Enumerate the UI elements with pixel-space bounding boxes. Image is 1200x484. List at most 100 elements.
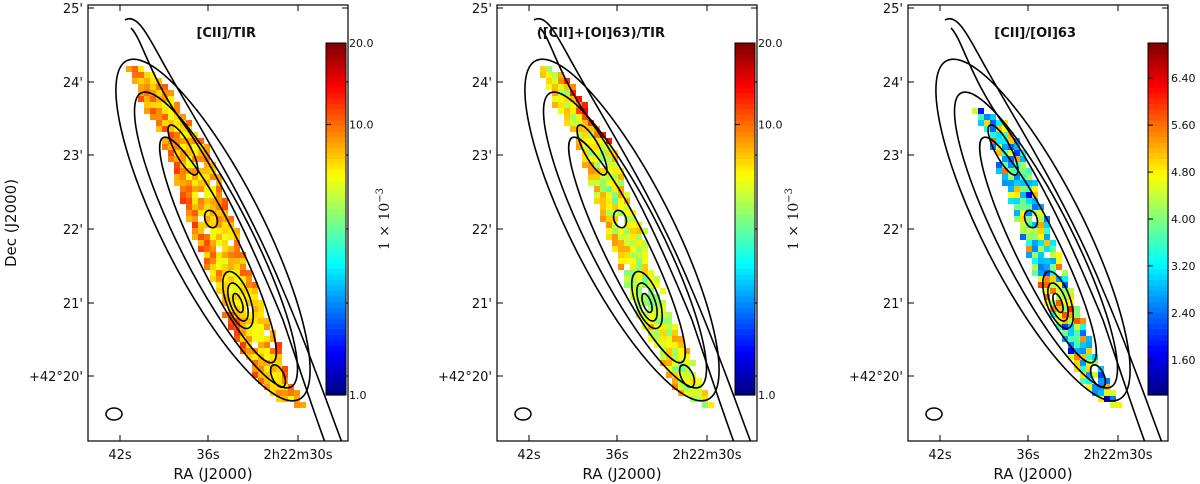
map-pixel [204,144,210,150]
map-pixel [234,252,240,258]
map-pixel [204,168,210,174]
map-pixel [1026,252,1032,258]
colorbar-segment [1148,323,1168,330]
map-pixel [1086,348,1092,354]
colorbar-segment [326,48,346,55]
map-pixel [216,222,222,228]
map-pixel [1032,258,1038,264]
colorbar-segment [326,323,346,330]
map-pixel [186,192,192,198]
map-pixel [972,108,978,114]
map-pixel [618,174,624,180]
map-pixel [1086,366,1092,372]
contour-outer-1 [124,17,343,441]
colorbar-segment [1148,169,1168,176]
contour-ring-1 [935,58,1131,402]
colorbar-segment [735,274,755,281]
map-pixel [576,120,582,126]
map-pixel [1008,192,1014,198]
colorbar-segment [735,70,755,77]
map-pixel [1032,246,1038,252]
beam-ellipse [105,407,123,421]
map-pixel [1044,264,1050,270]
map-pixel [1086,336,1092,342]
map-pixel [264,372,270,378]
colorbar-segment [735,318,755,325]
colorbar-segment [735,340,755,347]
map-pixel [1038,264,1044,270]
colorbar-segment [326,241,346,248]
colorbar-segment [735,373,755,380]
colorbar-segment [735,153,755,160]
map-pixel [150,108,156,114]
map-pixel [276,348,282,354]
map-pixel [246,354,252,360]
panel-2: 25' 24' 23' 22' 21' +42°20' 42s 36s 2h22m30s ([CI… [438,2,802,483]
map-pixel [1044,288,1050,294]
colorbar-segment [735,76,755,83]
map-pixel [198,246,204,252]
map-pixel [216,234,222,240]
map-pixel [198,210,204,216]
map-pixel [1020,210,1026,216]
map-pixel [198,234,204,240]
map-pixel [588,150,594,156]
map-pixel [624,246,630,252]
map-pixel [672,330,678,336]
map-pixel [264,324,270,330]
colorbar-tick-label: 3.20 [1171,260,1196,273]
colorbar-segment [1148,103,1168,110]
colorbar-segment [735,54,755,61]
contour-outer-1 [533,17,752,441]
map-pixel [600,186,606,192]
map-pixel [702,390,708,396]
x-tick-label: 2h22m30s [1083,448,1152,463]
map-pixel [570,84,576,90]
map-pixel [978,108,984,114]
map-pixel [630,270,636,276]
y-tick-label: 23' [63,149,83,164]
map-pixel [204,246,210,252]
colorbar-segment [326,285,346,292]
map-pixel [198,204,204,210]
contours [524,17,752,441]
colorbar-frame [325,42,347,396]
map-pixel [690,390,696,396]
map-pixel [276,372,282,378]
map-pixel [1032,264,1038,270]
colorbar-segment [326,356,346,363]
map-pixel [630,264,636,270]
map-pixel [192,234,198,240]
map-pixel [624,204,630,210]
map-pixel [240,264,246,270]
map-pixel [1014,138,1020,144]
map-pixel [576,126,582,132]
y-tick-label: 21' [472,297,492,312]
map-pixel [138,84,144,90]
map-pixel [642,252,648,258]
colorbar-segment [1148,81,1168,88]
map-pixel [684,378,690,384]
map-pixel [252,282,258,288]
contour-ring-5 [612,209,628,229]
map-pixel [222,210,228,216]
panel-title: [CII]/TIR [196,26,256,41]
colorbar-segment [326,351,346,358]
map-pixel [252,288,258,294]
map-pixel [258,366,264,372]
map-pixel [252,360,258,366]
map-pixel [1056,258,1062,264]
map-pixel [258,372,264,378]
map-pixel [180,192,186,198]
colorbar-segment [735,378,755,385]
map-pixel [654,282,660,288]
map-pixel [1062,270,1068,276]
map-pixel [192,168,198,174]
map-pixel [636,228,642,234]
map-pixel [222,222,228,228]
colorbar-segment [326,191,346,198]
map-pixel [636,258,642,264]
map-pixel [1038,216,1044,222]
map-pixel [222,204,228,210]
map-pixel [246,282,252,288]
